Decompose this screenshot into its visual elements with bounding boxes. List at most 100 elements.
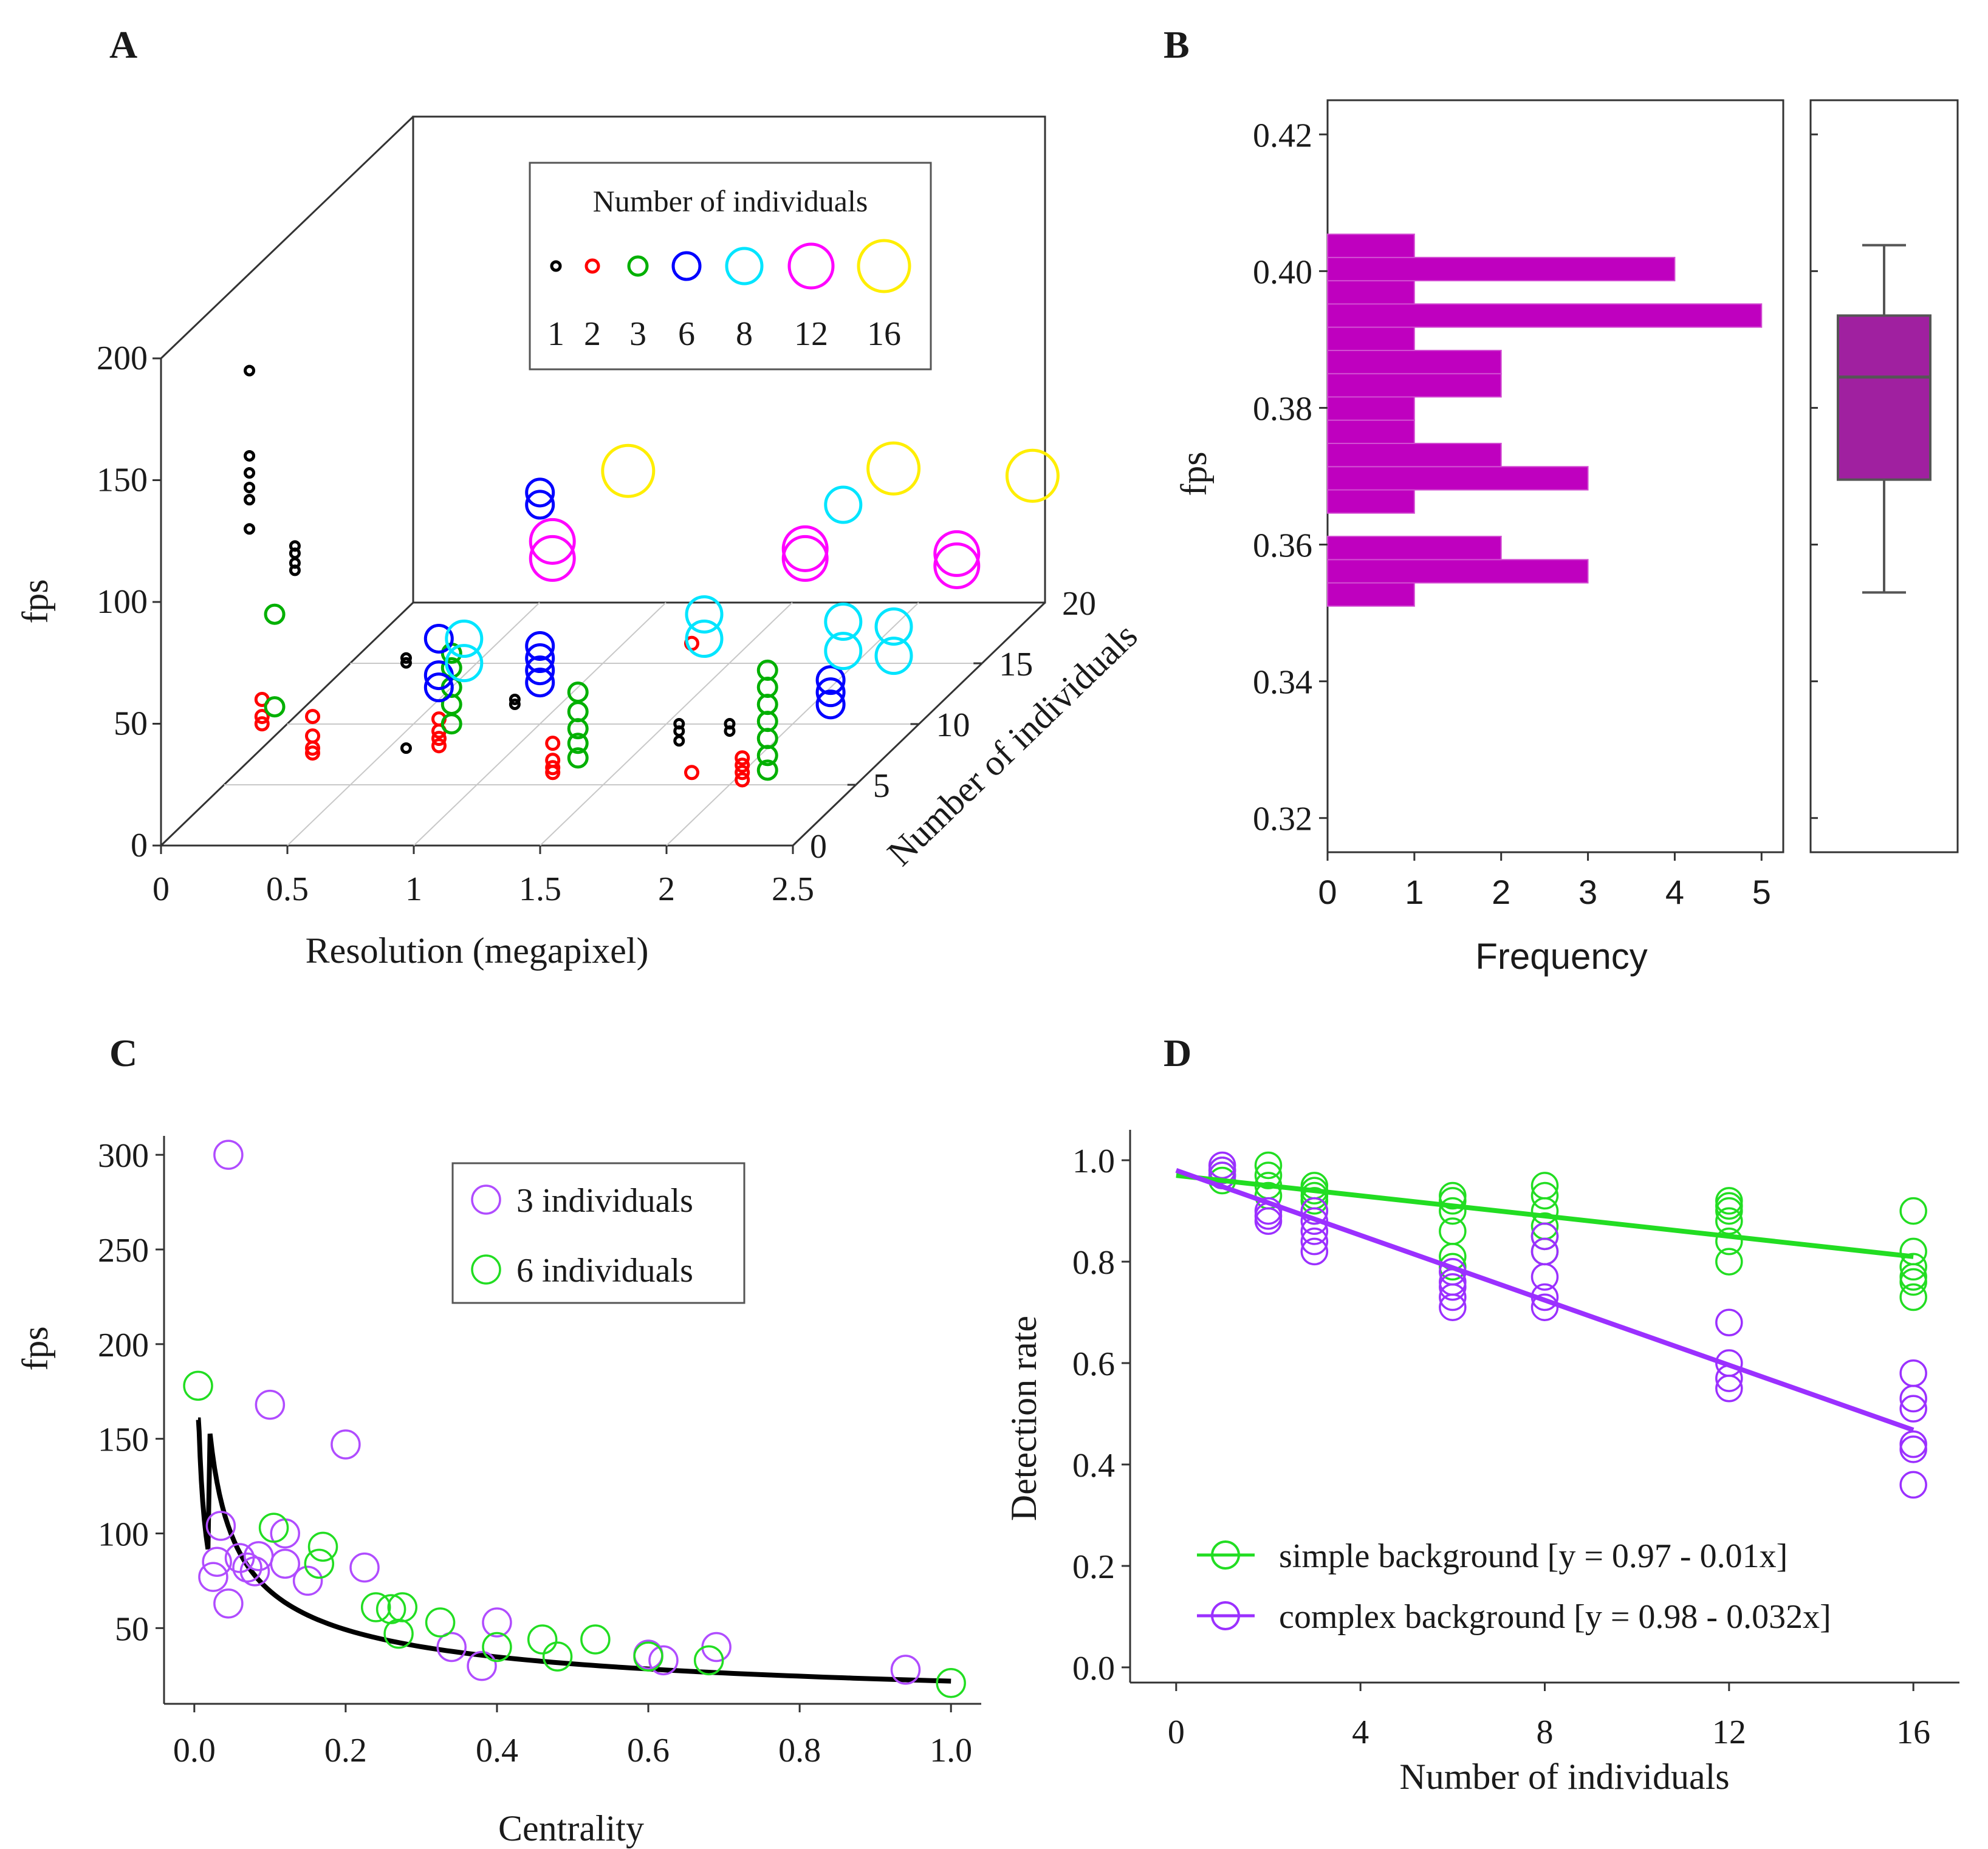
chart-a-point <box>525 668 555 698</box>
chart-b-y-tick-label: 0.38 <box>1253 390 1312 428</box>
chart-c-point <box>213 1588 244 1619</box>
chart-a-point <box>244 482 256 494</box>
chart-a-point <box>244 449 256 462</box>
chart-a-point <box>756 677 778 698</box>
chart-a-y-tick-label: 0 <box>810 828 827 866</box>
chart-a-x-tick-label: 0 <box>153 870 170 908</box>
chart-b-xlabel: Frequency <box>1475 936 1647 977</box>
chart-a-point <box>305 709 320 725</box>
chart-a-x-tick-label: 2.5 <box>772 870 814 908</box>
chart-c-point <box>425 1607 456 1638</box>
chart-b-box-frame <box>1809 99 1959 853</box>
chart-d-point <box>1715 1197 1743 1225</box>
chart-a-point <box>525 477 555 508</box>
chart-a-zlabel: fps <box>15 579 55 623</box>
chart-a-legend-marker <box>627 255 649 277</box>
chart-a-point <box>756 694 778 716</box>
chart-c-x-tick-label: 1.0 <box>930 1732 972 1769</box>
chart-b-y-tick-label: 0.36 <box>1253 527 1312 565</box>
chart-a-point <box>933 542 981 589</box>
chart-d-point <box>1715 1375 1743 1403</box>
chart-a-z-tick-label: 0 <box>131 827 148 864</box>
chart-b-y-tick-label: 0.42 <box>1253 117 1312 154</box>
chart-b-bar <box>1327 349 1502 375</box>
chart-a-point <box>567 747 589 769</box>
chart-d-point <box>1715 1192 1743 1220</box>
chart-c-point <box>633 1641 663 1672</box>
chart-b-bar <box>1327 373 1502 398</box>
chart-a-point <box>673 735 685 747</box>
chart-a-point <box>509 693 521 705</box>
chart-c-ylabel: fps <box>15 1326 55 1370</box>
chart-d-point <box>1300 1197 1329 1225</box>
chart-d-point <box>1530 1237 1559 1266</box>
chart-c-point <box>292 1565 323 1596</box>
chart-a-z-tick-label: 150 <box>97 462 148 499</box>
chart-d-point <box>1899 1430 1927 1458</box>
chart-c-y-tick-label: 50 <box>115 1610 149 1648</box>
chart-a-x-tick-label: 2 <box>658 870 675 908</box>
chart-d-point <box>1715 1308 1743 1336</box>
chart-a-point <box>244 523 256 535</box>
chart-a-point <box>824 485 863 524</box>
chart-c-y-tick-label: 150 <box>98 1421 149 1459</box>
chart-a-point <box>756 759 778 781</box>
chart-c-xlabel: Centrality <box>498 1808 644 1848</box>
chart-c-legend-marker <box>471 1184 501 1215</box>
chart-c-point <box>467 1650 497 1681</box>
chart-c-y-tick-label: 250 <box>98 1232 149 1270</box>
panel-label-d: D <box>1164 1031 1191 1075</box>
chart-a-legend-marker <box>550 260 562 272</box>
chart-a-z-tick-label: 50 <box>114 705 148 743</box>
chart-a-legend-marker <box>725 247 764 285</box>
chart-d-point <box>1530 1222 1559 1251</box>
chart-a-point <box>305 728 320 744</box>
chart-c-point <box>349 1552 380 1583</box>
chart-c-y-tick-label: 300 <box>98 1137 149 1175</box>
chart-d-point <box>1715 1248 1743 1276</box>
chart-d-legend-marker <box>1211 1540 1240 1570</box>
chart-d-point <box>1530 1263 1559 1291</box>
chart-d-point <box>1530 1197 1559 1225</box>
chart-d-x-tick-label: 8 <box>1537 1714 1554 1751</box>
chart-a-point <box>244 364 256 377</box>
chart-a-point <box>735 772 750 788</box>
chart-b-x-tick-label: 5 <box>1752 873 1771 911</box>
chart-d-x-tick-label: 4 <box>1352 1714 1369 1751</box>
chart-a-point <box>525 490 555 520</box>
chart-a-point <box>874 637 913 675</box>
chart-a-point <box>756 711 778 733</box>
chart-a-legend-marker <box>787 242 835 290</box>
chart-c-point <box>890 1655 921 1685</box>
chart-d-point <box>1439 1293 1467 1321</box>
chart-a-point <box>254 716 270 732</box>
chart-c-point <box>239 1556 270 1587</box>
chart-a-xlabel: Resolution (megapixel) <box>306 931 649 971</box>
chart-d-point <box>1439 1217 1467 1245</box>
chart-c-point <box>580 1624 611 1655</box>
chart-a-point <box>431 738 447 754</box>
chart-d-fit-line <box>1176 1173 1914 1259</box>
chart-a-point <box>735 750 750 766</box>
chart-d-point <box>1899 1384 1927 1413</box>
chart-a-point <box>673 725 685 737</box>
chart-a-point <box>781 525 829 572</box>
chart-a-point <box>289 564 301 576</box>
chart-c-y-tick-label: 200 <box>98 1327 149 1364</box>
chart-b-bar <box>1327 536 1502 561</box>
chart-a-point <box>525 631 555 661</box>
chart-b-y-tick-label: 0.40 <box>1253 253 1312 291</box>
chart-a-point <box>305 740 320 756</box>
chart-c-y-tick-label: 100 <box>98 1516 149 1554</box>
chart-a-point <box>305 745 320 761</box>
chart-d-ylabel: Detection rate <box>1004 1316 1044 1521</box>
chart-d-point <box>1254 1151 1283 1180</box>
chart-d-point <box>1439 1197 1467 1225</box>
chart-c-point <box>482 1632 512 1663</box>
chart-a-point <box>685 620 724 658</box>
chart-c-point <box>436 1632 467 1663</box>
chart-b-x-tick-label: 0 <box>1318 873 1337 911</box>
chart-a-point <box>400 652 412 664</box>
chart-a-legend-label: 3 <box>629 315 646 353</box>
chart-c-point <box>527 1624 558 1655</box>
